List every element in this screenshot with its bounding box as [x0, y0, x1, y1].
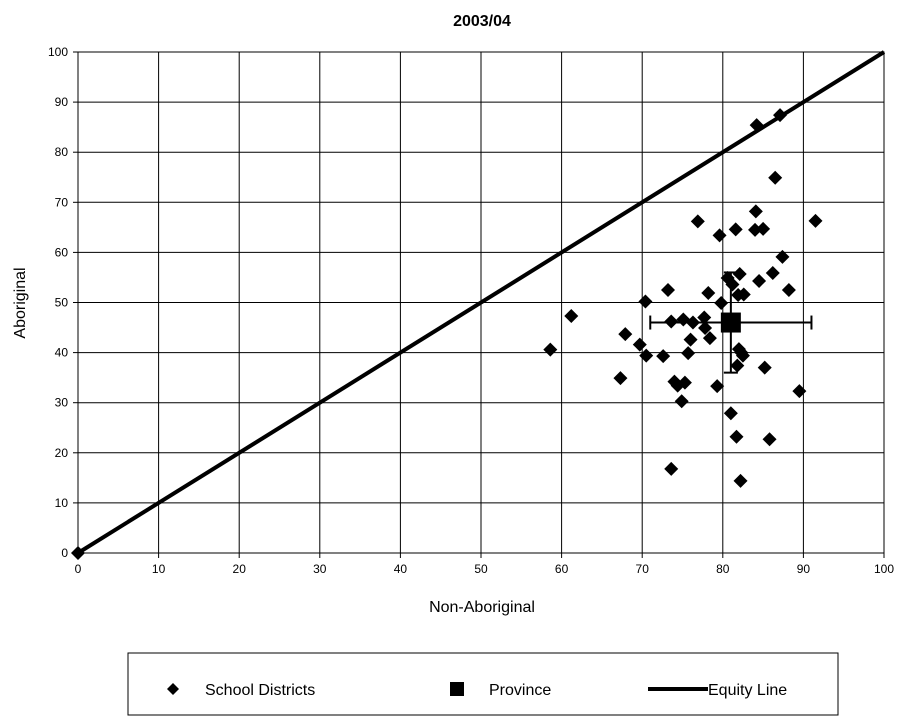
- chart-title: 2003/04: [453, 13, 511, 30]
- province-point: [720, 312, 741, 333]
- school-district-point: [732, 266, 747, 281]
- school-district-point: [735, 348, 750, 363]
- school-district-point: [775, 249, 790, 264]
- y-tick-label: 30: [55, 396, 69, 410]
- school-district-point: [674, 394, 689, 409]
- y-tick-label: 90: [55, 95, 69, 109]
- x-axis-title: Non-Aboriginal: [429, 599, 535, 616]
- school-district-point: [632, 337, 647, 352]
- school-district-point: [701, 285, 716, 300]
- y-axis-tick-labels: 0 10 20 30 40 50 60 70 80 90 100: [48, 45, 68, 560]
- equity-line-series: [76, 50, 886, 555]
- legend-school-districts-marker: [167, 683, 179, 695]
- school-district-point: [690, 214, 705, 229]
- school-district-point: [702, 331, 717, 346]
- school-district-point: [756, 221, 771, 236]
- school-district-point: [762, 432, 777, 447]
- x-tick-label: 30: [313, 562, 327, 576]
- y-tick-label: 100: [48, 45, 68, 59]
- x-tick-label: 80: [716, 562, 730, 576]
- school-district-point: [71, 546, 85, 560]
- legend-equity-line-label: Equity Line: [708, 682, 787, 699]
- y-tick-label: 40: [55, 346, 69, 360]
- y-tick-label: 10: [55, 496, 69, 510]
- school-district-point: [725, 277, 740, 292]
- y-tick-label: 20: [55, 446, 69, 460]
- school-district-point: [748, 222, 763, 237]
- school-district-point: [792, 384, 807, 399]
- equity-line: [76, 50, 886, 555]
- school-district-point: [736, 287, 751, 302]
- school-district-point: [749, 118, 764, 133]
- school-district-point: [728, 222, 743, 237]
- legend: School Districts Province Equity Line: [127, 652, 839, 716]
- school-district-point: [664, 461, 679, 476]
- x-tick-label: 0: [75, 562, 82, 576]
- x-tick-label: 10: [152, 562, 166, 576]
- school-district-point: [698, 321, 713, 336]
- legend-province-marker: [450, 682, 464, 696]
- school-district-point: [748, 204, 763, 219]
- y-tick-label: 70: [55, 195, 69, 209]
- school-district-point: [638, 294, 653, 309]
- school-district-point: [714, 296, 729, 311]
- school-district-point: [685, 315, 700, 330]
- school-district-point: [730, 358, 745, 373]
- school-district-point: [757, 360, 772, 375]
- x-tick-label: 40: [394, 562, 408, 576]
- school-district-point: [733, 473, 748, 488]
- school-district-point: [729, 429, 744, 444]
- x-tick-label: 20: [233, 562, 247, 576]
- y-tick-label: 50: [55, 296, 69, 310]
- school-district-point: [781, 282, 796, 297]
- plot-area-frame: [77, 51, 885, 554]
- school-district-point: [683, 332, 698, 347]
- school-district-point: [768, 170, 783, 185]
- school-district-point: [677, 375, 692, 390]
- school-district-point: [723, 406, 738, 421]
- school-district-point: [664, 314, 679, 329]
- school-district-point: [712, 228, 727, 243]
- x-tick-label: 60: [555, 562, 569, 576]
- y-axis-title: Aboriginal: [12, 267, 29, 338]
- x-axis-tick-labels: 0 10 20 30 40 50 60 70 80 90 100: [75, 562, 895, 576]
- y-tick-label: 0: [61, 546, 68, 560]
- legend-province-label: Province: [489, 682, 551, 699]
- y-tick-label: 80: [55, 145, 69, 159]
- school-district-point: [564, 309, 579, 324]
- school-district-point: [656, 349, 671, 364]
- school-district-point: [697, 310, 712, 325]
- school-district-point: [543, 342, 558, 357]
- school-district-point: [618, 327, 633, 342]
- school-district-point: [613, 371, 628, 386]
- school-district-point: [752, 273, 767, 288]
- x-tick-label: 50: [474, 562, 488, 576]
- school-district-point: [681, 346, 696, 361]
- school-district-point: [765, 265, 780, 280]
- x-tick-label: 70: [636, 562, 650, 576]
- school-district-point: [660, 282, 675, 297]
- x-tick-label: 90: [797, 562, 811, 576]
- x-tick-label: 100: [874, 562, 894, 576]
- legend-box: [127, 652, 839, 716]
- school-district-point: [710, 379, 725, 394]
- school-district-point: [639, 348, 654, 363]
- school-district-point: [808, 213, 823, 228]
- school-district-point: [773, 108, 788, 123]
- y-tick-label: 60: [55, 245, 69, 259]
- legend-school-districts-label: School Districts: [205, 682, 315, 699]
- school-districts-series: [71, 108, 823, 560]
